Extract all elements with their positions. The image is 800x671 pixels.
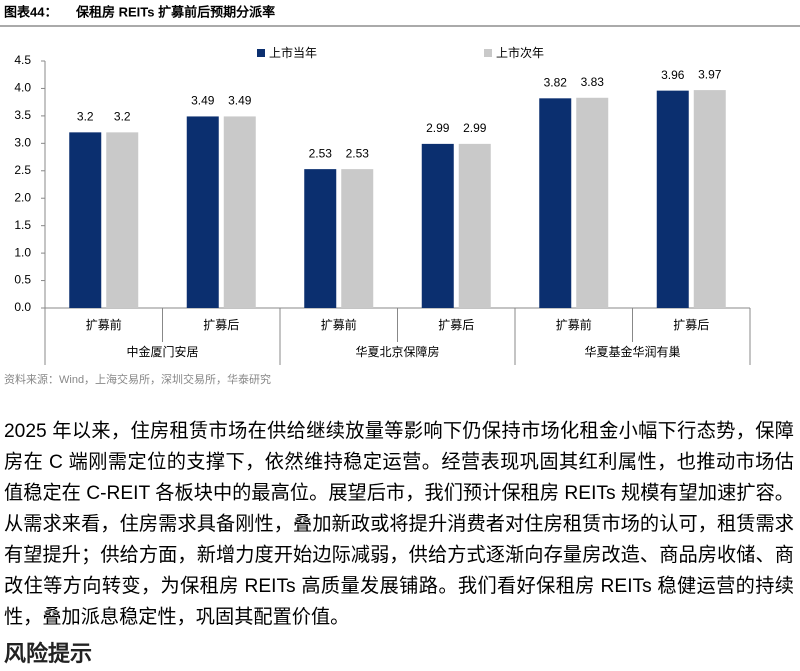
group-label: 华夏基金华润有巢 <box>584 344 680 359</box>
x-tick-label: 扩募后 <box>438 318 474 332</box>
value-label: 2.53 <box>309 146 333 160</box>
body-text: 2025 年以来，住房租赁市场在供给继续放量等影响下仍保持市场化租金小幅下行态势… <box>4 421 794 628</box>
value-label: 3.2 <box>77 110 94 124</box>
legend-label: 上市当年 <box>269 45 317 60</box>
y-tick-label: 2.5 <box>14 163 31 177</box>
chart-title: 保租房 REITs 扩募前后预期分派率 <box>75 4 275 19</box>
value-label: 3.83 <box>581 75 605 89</box>
bar <box>656 90 689 308</box>
y-tick-label: 0.5 <box>14 273 31 287</box>
bar <box>186 116 219 308</box>
legend-label: 上市次年 <box>496 45 544 60</box>
bar <box>341 169 374 308</box>
x-tick-label: 扩募前 <box>86 317 122 332</box>
bar <box>576 97 609 308</box>
figure-label: 图表44： <box>4 4 57 19</box>
bar <box>223 116 256 308</box>
y-tick-label: 3.0 <box>14 136 31 150</box>
group-label: 中金厦门安居 <box>126 344 198 359</box>
legend-swatch <box>484 49 492 57</box>
legend-swatch <box>257 49 265 57</box>
x-tick-label: 扩募前 <box>556 317 592 332</box>
value-label: 3.2 <box>114 110 131 124</box>
bar <box>421 143 454 308</box>
x-tick-label: 扩募后 <box>203 318 239 332</box>
x-tick-label: 扩募前 <box>321 317 357 332</box>
y-tick-label: 4.0 <box>14 81 31 95</box>
y-tick-label: 2.0 <box>14 190 31 204</box>
bar <box>304 169 337 308</box>
chart: 图表44： 保租房 REITs 扩募前后预期分派率 资料来源：Wind，上海交易… <box>0 4 800 386</box>
value-label: 2.99 <box>426 121 450 135</box>
y-tick-label: 1.5 <box>14 218 31 232</box>
value-label: 3.96 <box>661 68 685 82</box>
value-label: 2.53 <box>346 146 370 160</box>
value-label: 3.97 <box>698 67 722 81</box>
bar <box>106 132 139 308</box>
bar <box>539 98 572 308</box>
bar <box>693 90 726 308</box>
source: 资料来源：Wind，上海交易所，深圳交易所，华泰研究 <box>4 372 271 386</box>
value-label: 3.49 <box>191 94 215 108</box>
value-label: 3.49 <box>228 94 252 108</box>
bar <box>458 143 491 308</box>
y-tick-label: 3.5 <box>14 108 31 122</box>
y-tick-label: 4.5 <box>14 53 31 67</box>
value-label: 2.99 <box>463 121 487 135</box>
x-tick-label: 扩募后 <box>673 318 709 332</box>
bar <box>69 132 102 308</box>
group-label: 华夏北京保障房 <box>355 344 439 359</box>
y-tick-label: 0.0 <box>14 300 31 314</box>
y-tick-label: 1.0 <box>14 245 31 259</box>
section-heading: 风险提示 <box>4 641 93 666</box>
value-label: 3.82 <box>544 75 568 89</box>
